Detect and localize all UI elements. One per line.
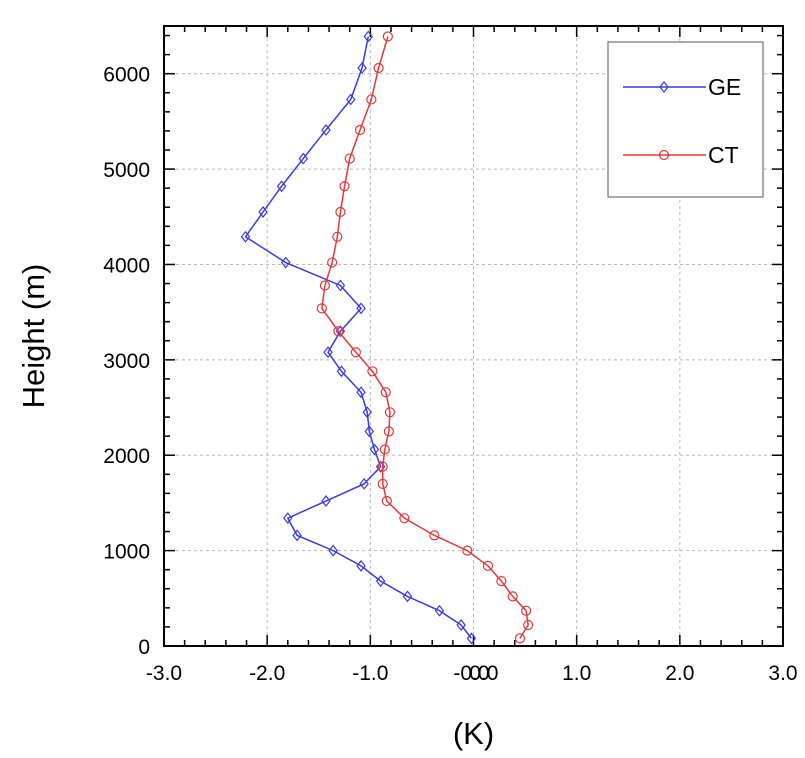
data-point-ct [496,576,507,587]
data-point-ct [377,461,388,472]
legend-label-ct: CT [708,142,739,168]
data-point-ct [344,153,355,164]
legend-marker-ge [659,81,669,93]
data-point-ge [456,619,466,631]
grid [164,26,783,646]
x-tick-label: -3.0 [146,662,182,685]
data-point-ge [328,544,338,557]
series-line-ge [244,36,473,639]
data-point-ct [462,545,473,556]
series-ct [316,31,534,644]
data-point-ge [335,279,346,292]
data-point-ct [319,280,331,291]
data-point-ge [375,575,386,588]
data-point-ge [356,559,366,572]
y-tick-label: 1000 [103,541,150,564]
data-point-ge [356,302,366,315]
data-point-ge [240,230,251,243]
data-point-ge [321,124,331,136]
x-tick-label: 1.0 [562,662,591,685]
data-point-ct [507,591,518,602]
legend-label-ge: GE [708,74,741,100]
data-point-ct [339,181,350,192]
data-point-ct [316,303,327,314]
plot-frame [163,25,784,647]
data-point-ge [336,365,347,378]
data-point-ge [258,206,268,218]
data-point-ge [363,30,374,43]
data-point-ge [364,425,375,438]
x-tick-label: -2.0 [249,662,285,685]
legend: GE CT [607,41,764,198]
data-point-ct [354,124,366,136]
data-point-ct [366,94,377,105]
data-point-ge [292,529,302,542]
data-point-ge [402,590,413,603]
data-point-ge [466,632,477,645]
data-point-ct [384,407,396,418]
data-point-ge [280,256,291,269]
series-group [240,30,534,645]
y-tick-label: 0 [138,636,150,659]
data-point-ct [380,387,391,398]
data-point-ct [350,347,361,358]
data-point-ge [369,443,380,456]
x-tick-label: 3.0 [768,662,797,685]
data-point-ct [521,605,532,616]
y-tick-label: 4000 [103,254,150,277]
x-tick-label: -1.0 [352,662,388,685]
data-point-ct [377,478,388,489]
data-point-ct [335,206,346,218]
y-tick-label: 6000 [103,64,150,87]
data-point-ge [434,604,445,617]
data-point-ge [345,93,356,106]
y-tick-label: 2000 [103,445,150,468]
x-tick-label: 2.0 [665,662,694,685]
data-point-ge [362,406,373,419]
data-point-ct [367,366,378,377]
y-tick-label: 5000 [103,159,150,182]
y-tick-label: 3000 [103,350,150,373]
x-axis-title: (K) [453,716,494,751]
data-point-ge [357,62,367,74]
data-point-ct [333,326,344,337]
legend-marker-ct [658,149,670,161]
data-point-ct [429,530,440,541]
data-point-ge [323,346,333,359]
data-point-ge [283,512,293,525]
series-ge [240,30,477,645]
series-line-ct [321,36,529,639]
data-point-ct [382,31,393,42]
data-point-ct [523,619,534,631]
data-point-ct [332,231,343,242]
data-point-ct [482,560,494,571]
data-point-ct [399,513,410,524]
data-point-ge [276,180,287,193]
data-point-ge [359,477,369,490]
data-point-ge [356,386,366,399]
data-point-ct [379,444,390,455]
x-tick-label: -0.0 [453,662,489,685]
legend-box [607,41,764,198]
data-point-ct [383,426,395,437]
x-tick-label: 0.0 [469,662,498,685]
data-point-ct [373,62,384,74]
tick-labels: -3.0 -2.0 -1.0 -0.00.0 1.0 2.0 3.0 0 1000 2000 300… [103,64,797,685]
y-axis-title: Height (m) [16,264,51,409]
data-point-ge [298,152,309,165]
data-point-ct [514,633,526,644]
data-point-ge [321,495,331,507]
data-point-ct [327,257,338,268]
data-point-ct [381,495,392,507]
